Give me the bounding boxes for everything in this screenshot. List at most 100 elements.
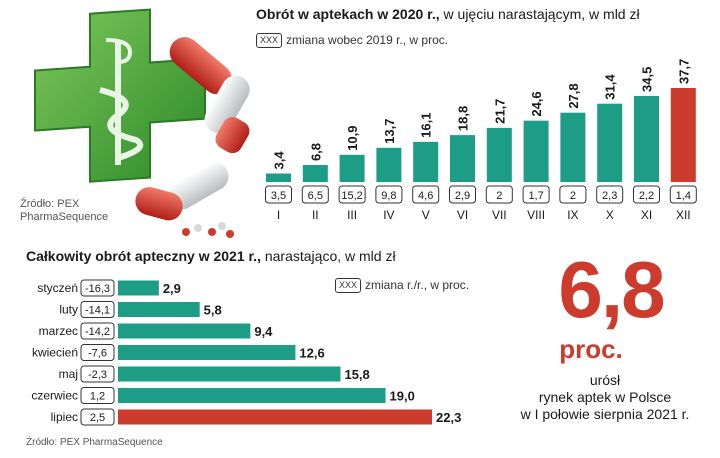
- change-box: [596, 185, 624, 204]
- bar-value-label: 24,6: [529, 91, 544, 116]
- bar: [118, 345, 296, 360]
- top-chart-title-bold: Obrót w aptekach w 2020 r.,: [256, 6, 440, 22]
- change-label: 4,6: [418, 190, 433, 202]
- legend-box: XXX: [256, 33, 283, 49]
- change-box: [80, 408, 115, 426]
- pharmacy-illustration: [34, 8, 250, 238]
- source-line: Źródło: PEX: [20, 198, 80, 210]
- bar-value-label: 31,4: [603, 74, 618, 100]
- change-box: [338, 185, 366, 204]
- bar-value-label: 9,4: [254, 324, 273, 339]
- bar-value-label: 19,0: [390, 389, 415, 404]
- top-chart-source: Źródło: PEX PharmaSequence: [20, 198, 108, 224]
- pill-dots-icon: [182, 222, 234, 238]
- change-label: 1,2: [90, 391, 105, 403]
- change-label: 1,7: [528, 190, 543, 202]
- bar: [118, 409, 432, 425]
- capsule-pill-icon: [135, 37, 250, 221]
- month-tick-label: III: [347, 208, 357, 222]
- month-label: marzec: [39, 324, 78, 338]
- caption-line: rynek aptek w Polsce: [538, 389, 672, 405]
- change-label: -14,2: [85, 326, 110, 338]
- bar: [670, 88, 696, 182]
- bar: [118, 280, 159, 296]
- change-label: 6,5: [308, 190, 323, 202]
- change-box: [265, 185, 292, 204]
- bar: [597, 103, 623, 182]
- bar-value-label: 22,3: [436, 410, 461, 425]
- month-label: czerwiec: [31, 389, 78, 403]
- bottom-chart-title-bold: Całkowity obrót apteczny w 2021 r.,: [26, 248, 261, 264]
- change-label: -14,1: [85, 305, 110, 317]
- month-tick-label: XI: [641, 208, 652, 222]
- month-tick-label: II: [312, 208, 319, 222]
- bar: [450, 135, 475, 182]
- month-tick-label: I: [277, 208, 280, 222]
- bar-value-label: 2,9: [163, 281, 181, 296]
- bar: [266, 173, 291, 182]
- bottom-chart-legend: XXX zmiana r./r., w proc.: [335, 278, 470, 294]
- change-label: 2,3: [602, 190, 617, 202]
- month-tick-label: VI: [457, 208, 468, 222]
- bar: [302, 165, 328, 182]
- green-cross-icon: [34, 8, 206, 183]
- change-box: [80, 322, 115, 340]
- bar: [118, 302, 200, 317]
- bar-value-label: 13,7: [382, 119, 397, 144]
- bar-value-label: 10,9: [345, 126, 360, 151]
- change-box: [80, 279, 115, 297]
- change-label: 9,8: [381, 190, 396, 202]
- month-tick-label: VII: [492, 208, 507, 222]
- bar: [339, 154, 365, 182]
- bar: [118, 323, 251, 339]
- change-label: 2,2: [639, 190, 654, 202]
- legend-text: zmiana wobec 2019 r., w proc.: [286, 33, 449, 47]
- month-label: lipiec: [51, 410, 78, 424]
- bottom-chart-title: Całkowity obrót apteczny w 2021 r., nara…: [26, 248, 396, 264]
- change-box: [301, 185, 329, 204]
- change-label: 3,5: [271, 190, 286, 202]
- top-chart-title-rest: w ujęciu narastającym, w mld zł: [439, 6, 640, 22]
- bar-value-label: 27,8: [566, 83, 581, 108]
- change-box: [449, 185, 476, 204]
- bar: [523, 120, 549, 182]
- bar: [634, 95, 659, 182]
- month-tick-label: VIII: [527, 208, 545, 222]
- bar-value-label: 21,7: [492, 99, 507, 124]
- month-tick-label: XII: [676, 208, 691, 222]
- change-label: 15,2: [341, 190, 362, 202]
- cumulative-bar-chart: styczeń -16,3 2,9 luty -14,1 5,8 marzec -14,2 9,…: [31, 279, 461, 426]
- bar: [118, 366, 341, 382]
- monthly-bar-chart: 3,4 3,5 I 6,8 6,5 II 10,9 15,2 III 13,7 9,8 IV 16,1 4…: [265, 59, 697, 222]
- legend-text: zmiana r./r., w proc.: [365, 278, 470, 292]
- bar-value-label: 37,7: [676, 59, 691, 84]
- bar-value-label: 18,8: [456, 106, 471, 131]
- change-label: 1,4: [676, 190, 691, 202]
- change-label: 2: [570, 190, 576, 202]
- source-line: PharmaSequence: [20, 211, 109, 223]
- highlight-caption: urósł rynek aptek w Polsce w I połowie s…: [490, 372, 720, 423]
- month-tick-label: V: [422, 208, 430, 222]
- bar-value-label: 5,8: [204, 303, 222, 318]
- change-box: [522, 185, 550, 204]
- change-label: -7,6: [88, 348, 107, 360]
- bar-value-label: 12,6: [299, 346, 324, 361]
- bar-value-label: 16,1: [419, 113, 434, 138]
- change-label: 2,9: [455, 190, 470, 202]
- change-label: 2: [496, 190, 502, 202]
- change-box: [412, 185, 440, 204]
- month-label: kwiecień: [32, 346, 78, 360]
- top-chart-legend: XXX zmiana wobec 2019 r., w proc.: [256, 33, 449, 49]
- bar: [413, 141, 439, 182]
- change-label: 2,5: [90, 412, 105, 424]
- bottom-chart-source: Źródło: PEX PharmaSequence: [26, 437, 163, 448]
- month-label: luty: [59, 303, 78, 317]
- change-box: [485, 185, 513, 204]
- legend-box: XXX: [335, 278, 362, 294]
- month-tick-label: IX: [567, 208, 578, 222]
- change-box: [80, 301, 115, 318]
- bar: [560, 112, 586, 182]
- caption-line: w I połowie sierpnia 2021 r.: [520, 406, 690, 422]
- month-tick-label: IV: [383, 208, 394, 222]
- change-label: -2,3: [88, 369, 107, 381]
